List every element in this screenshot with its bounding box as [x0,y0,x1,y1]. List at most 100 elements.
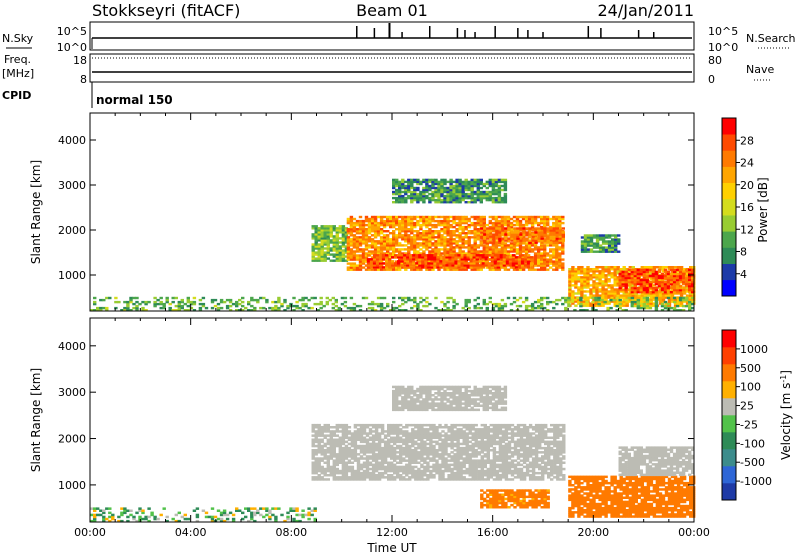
data-cell [580,244,585,247]
data-cell [452,306,456,310]
data-cell [543,238,547,241]
data-cell [676,298,681,301]
data-cell [633,284,637,288]
data-cell [332,243,336,246]
data-cell [292,309,296,312]
data-cell [213,304,218,308]
data-cell [558,215,562,219]
data-cell [320,259,324,262]
sky-tick-top: 10^5 [57,25,87,38]
data-cell [485,186,489,190]
data-cell [413,180,417,184]
data-cell [332,442,336,446]
data-cell [358,223,363,227]
data-cell [419,300,423,304]
data-cell [329,434,333,437]
data-cell [470,244,474,247]
data-cell [645,280,650,284]
data-cell [326,459,330,462]
data-cell [401,238,405,241]
data-cell [443,180,447,184]
data-cell [358,268,363,271]
data-cell [338,459,342,462]
data-cell [642,280,647,284]
data-cell [479,182,483,186]
data-cell [500,260,505,263]
data-cell [521,268,526,271]
data-cell [479,306,483,310]
data-cell [388,262,392,265]
data-cell [455,242,459,245]
data-cell [561,262,565,265]
data-cell [452,217,456,221]
data-cell [416,219,420,223]
data-cell [410,230,414,233]
data-cell [633,288,637,292]
data-cell [586,236,591,239]
data-cell [387,426,391,429]
data-cell [467,300,471,304]
data-cell [454,260,458,263]
data-cell [507,229,511,232]
data-cell [311,253,315,256]
data-cell [350,465,355,469]
data-cell [314,469,318,473]
data-cell [639,280,643,284]
data-cell [488,198,492,202]
data-cell [630,286,634,290]
data-cell [527,309,532,312]
data-cell [640,298,644,301]
data-cell [374,428,379,431]
data-cell [401,309,405,312]
data-cell [467,180,471,184]
data-cell [323,444,327,448]
data-cell [452,194,456,198]
data-cell [392,300,396,304]
data-cell [537,215,541,219]
data-cell [314,257,318,260]
data-cell [372,254,377,257]
data-cell [428,180,432,184]
data-cell [658,300,663,303]
data-cell [446,232,450,235]
data-cell [373,234,378,237]
data-cell [543,256,547,259]
data-cell [482,232,486,235]
data-cell [601,234,606,237]
data-cell [601,248,606,251]
data-cell [419,190,423,194]
data-cell [461,180,465,184]
data-cell [138,302,142,306]
data-cell [353,474,358,477]
data-cell [524,248,529,251]
data-cell [558,262,562,265]
data-cell [374,442,379,446]
data-cell [374,453,379,456]
data-cell [404,236,408,239]
data-cell [446,180,450,184]
data-cell [652,284,657,287]
data-cell [684,298,689,302]
data-cell [598,276,602,279]
data-cell [301,298,305,302]
data-cell [344,426,349,429]
data-cell [314,251,318,254]
data-cell [355,244,360,247]
data-cell [672,306,677,310]
data-cell [509,217,514,221]
data-cell [520,266,525,269]
data-cell [631,282,635,285]
data-cell [583,242,588,245]
data-cell [449,188,453,192]
data-cell [604,250,609,253]
data-cell [416,223,420,227]
data-cell [675,288,680,292]
data-cell [461,186,465,190]
data-cell [353,446,358,450]
data-cell [443,242,447,245]
data-cell [311,465,315,469]
data-cell [470,232,474,235]
data-cell [527,217,532,221]
data-cell [373,242,378,245]
data-cell [630,268,634,272]
